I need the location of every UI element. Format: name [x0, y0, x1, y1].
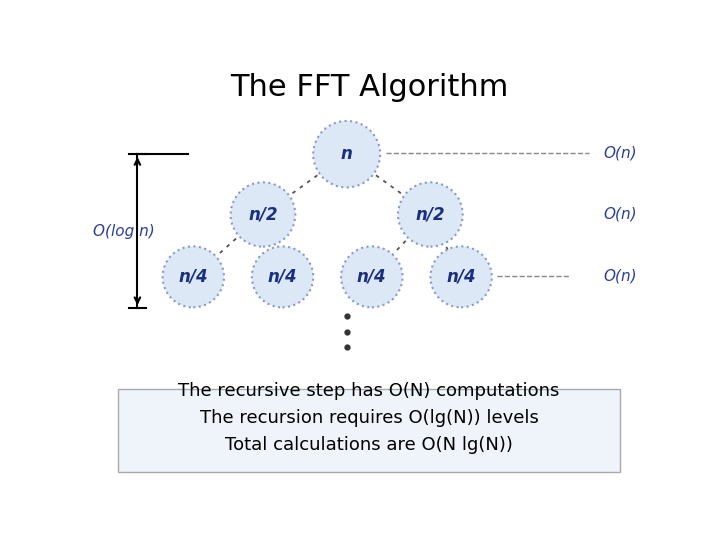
Ellipse shape — [398, 183, 463, 247]
Ellipse shape — [431, 246, 492, 307]
Text: n: n — [341, 145, 353, 163]
Text: The FFT Algorithm: The FFT Algorithm — [230, 73, 508, 102]
Text: n/2: n/2 — [415, 206, 445, 224]
Ellipse shape — [252, 246, 313, 307]
Text: n/4: n/4 — [179, 268, 208, 286]
Text: n/4: n/4 — [446, 268, 476, 286]
Text: n/4: n/4 — [268, 268, 297, 286]
Text: The recursion requires O(lg(N)) levels: The recursion requires O(lg(N)) levels — [199, 409, 539, 427]
Ellipse shape — [313, 121, 380, 187]
Ellipse shape — [341, 246, 402, 307]
Text: O(log n): O(log n) — [93, 224, 155, 239]
Text: The recursive step has O(N) computations: The recursive step has O(N) computations — [179, 382, 559, 400]
Text: O(n): O(n) — [603, 146, 637, 161]
Ellipse shape — [230, 183, 295, 247]
Text: O(n): O(n) — [603, 268, 637, 284]
Text: O(n): O(n) — [603, 207, 637, 222]
FancyBboxPatch shape — [118, 389, 620, 472]
Ellipse shape — [163, 246, 224, 307]
Text: n/4: n/4 — [357, 268, 387, 286]
Text: Total calculations are O(N lg(N)): Total calculations are O(N lg(N)) — [225, 436, 513, 454]
Text: n/2: n/2 — [248, 206, 278, 224]
